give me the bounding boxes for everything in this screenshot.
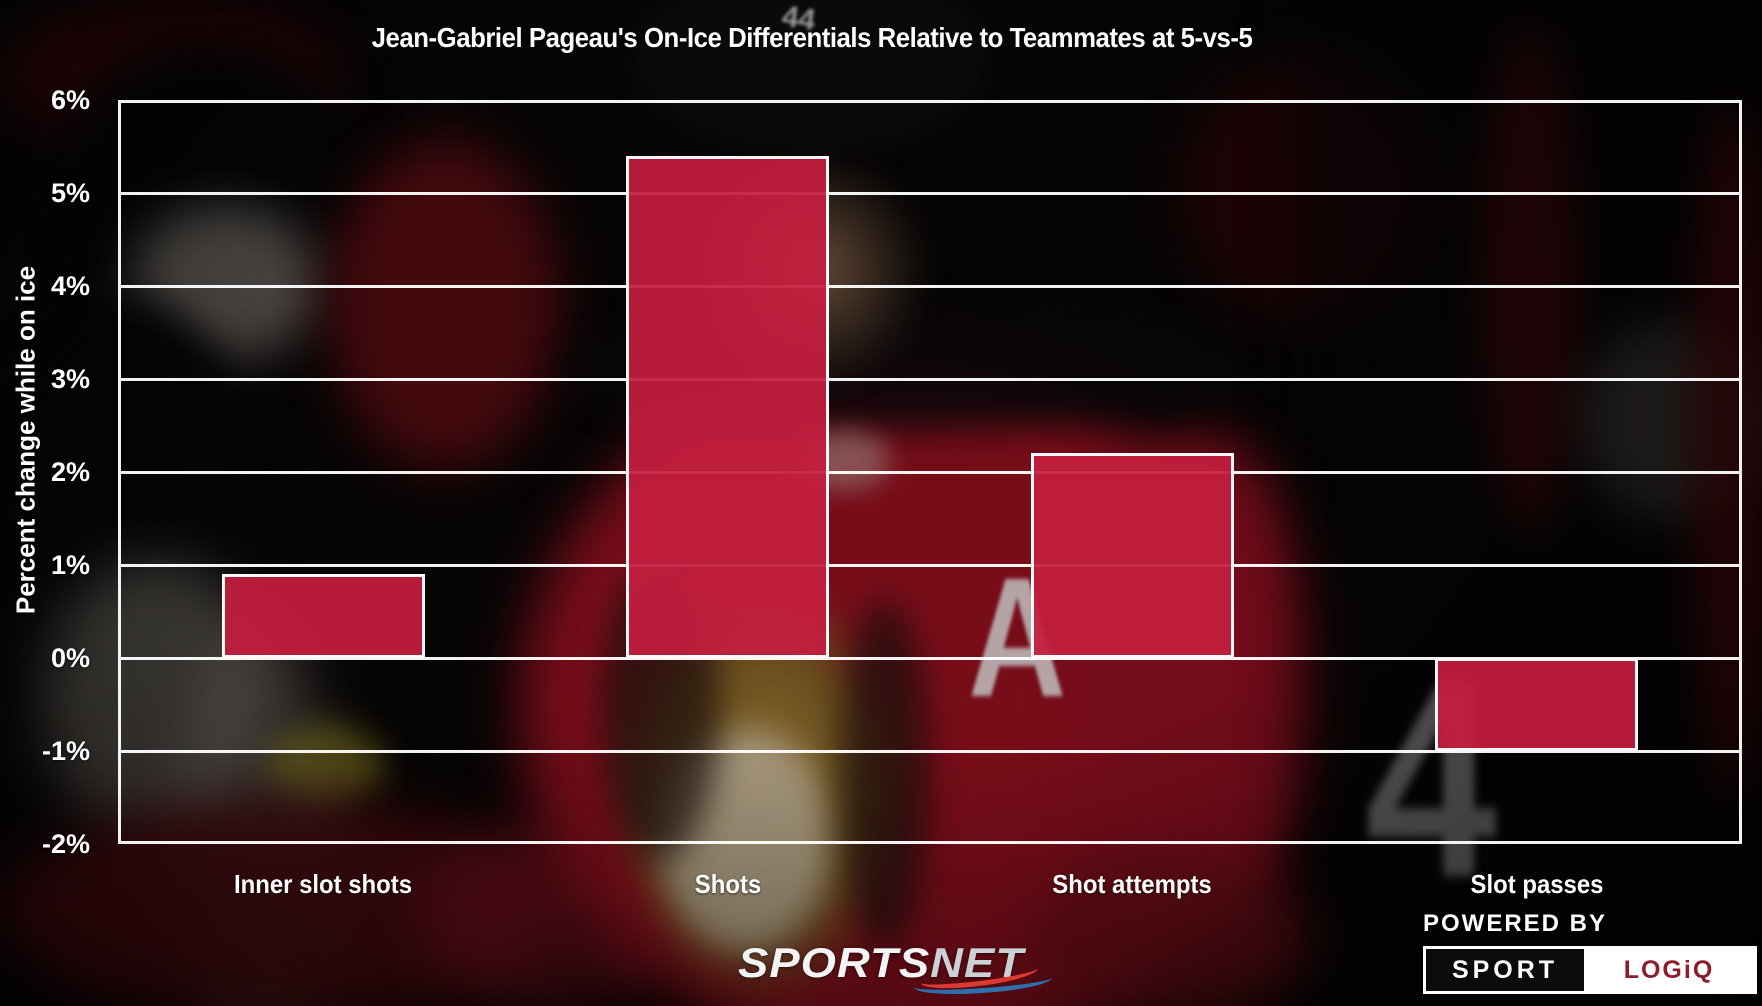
gridline	[121, 656, 1739, 660]
sportsnet-sports-text: SPORTS	[738, 939, 931, 986]
sportlogiq-sport-text: SPORT	[1426, 949, 1584, 991]
sportsnet-logo: SPORTSNET	[738, 939, 1068, 998]
y-tick-label: 1%	[50, 550, 90, 580]
y-tick-label: -2%	[41, 829, 90, 859]
gridline	[121, 841, 1739, 844]
y-tick-label: 5%	[50, 178, 90, 208]
gridline	[121, 377, 1739, 381]
y-tick-label: 4%	[50, 271, 90, 301]
sportlogiq-logo: SPORT LOGiQ	[1423, 946, 1757, 994]
bar-slot-passes	[1435, 658, 1639, 751]
y-tick-label: 6%	[50, 85, 90, 115]
gridline	[121, 191, 1739, 195]
x-category-label: Shot attempts	[1052, 869, 1212, 899]
bar-shots	[626, 155, 830, 658]
y-tick-label: 2%	[50, 457, 90, 487]
sportlogiq-logiq-text: LOGiQ	[1584, 949, 1754, 991]
plot-area	[118, 100, 1742, 844]
gridline	[121, 470, 1739, 474]
gridline	[121, 749, 1739, 753]
gridline	[121, 100, 1739, 103]
x-category-label: Shots	[694, 869, 761, 899]
bar-inner-slot-shots	[221, 574, 425, 658]
chart-title: Jean-Gabriel Pageau's On-Ice Differentia…	[371, 22, 1253, 53]
y-tick-label: 3%	[50, 364, 90, 394]
bar-shot-attempts	[1030, 453, 1234, 658]
x-category-label: Inner slot shots	[234, 869, 413, 899]
y-tick-label: -1%	[41, 736, 90, 766]
y-tick-label: 0%	[50, 643, 90, 673]
x-category-label: Slot passes	[1470, 869, 1604, 899]
sportsnet-wordmark: SPORTSNET	[738, 939, 1024, 987]
powered-by-text: POWERED BY	[1423, 910, 1608, 937]
gridline	[121, 563, 1739, 567]
gridline	[121, 284, 1739, 288]
sportsnet-net-text: NET	[930, 939, 1025, 986]
